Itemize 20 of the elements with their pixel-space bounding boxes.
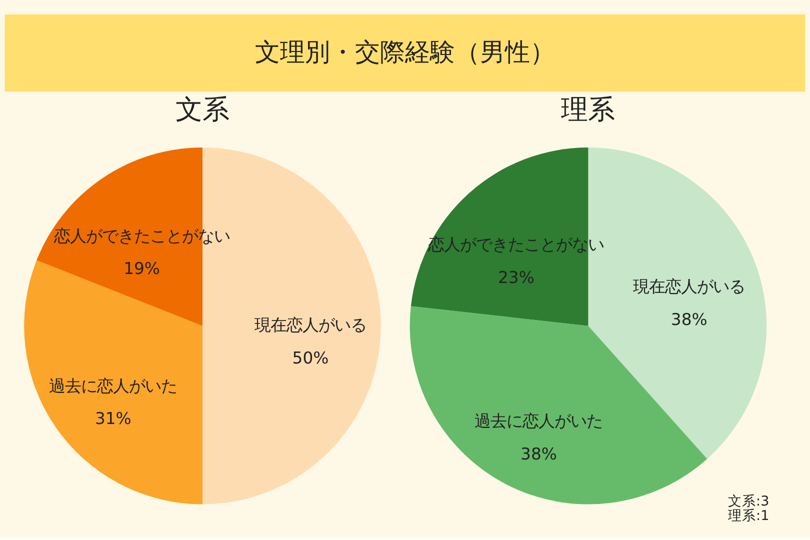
chart-title: 理系: [561, 94, 616, 126]
pie-slice: [588, 148, 766, 459]
slice-label: 現在恋人がいる: [633, 277, 746, 296]
pie-slice: [410, 148, 588, 326]
slice-label: 過去に恋人がいた: [474, 412, 603, 431]
pie-slice: [410, 306, 708, 504]
data-label: 38%: [670, 310, 708, 329]
slice-label: 現在恋人がいる: [254, 316, 366, 335]
data-label: 23%: [498, 268, 534, 288]
text: 理系:1: [728, 508, 770, 524]
slice-label: 恋人ができたことがない: [427, 235, 604, 254]
text: 文理別・交際経験（男性）: [255, 38, 555, 67]
data-label: 31%: [94, 409, 132, 428]
pie-slice: [24, 260, 202, 504]
chart-title: 文系: [176, 94, 230, 126]
data-label: 19%: [124, 259, 160, 278]
data-label: 38%: [520, 444, 557, 464]
data-label: 50%: [292, 348, 329, 368]
text: 文系:3: [728, 494, 770, 510]
slice-label: 過去に恋人がいた: [49, 376, 178, 396]
